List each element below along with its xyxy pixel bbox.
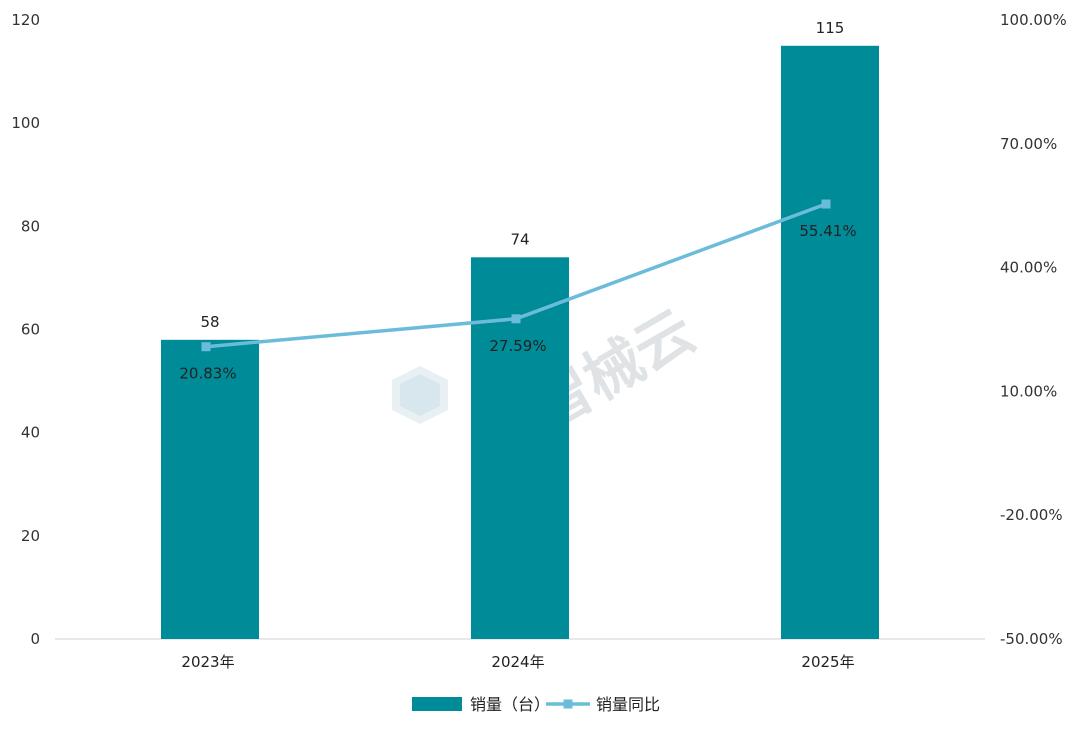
watermark-logo	[392, 366, 448, 424]
left-axis: 0 20 40 60 80 100 120	[11, 11, 40, 648]
bar-value-label: 115	[816, 19, 845, 37]
line-value-label: 20.83%	[179, 365, 236, 383]
right-tick-label: 70.00%	[1000, 135, 1057, 153]
right-axis: -50.00% -20.00% 10.00% 40.00% 70.00% 100.00%	[1000, 11, 1067, 648]
line-marker	[511, 314, 521, 324]
category-label: 2025年	[801, 653, 854, 671]
category-axis: 2023年 2024年 2025年	[181, 653, 854, 671]
line-value-label: 27.59%	[489, 337, 546, 355]
right-tick-label: 100.00%	[1000, 11, 1067, 29]
left-tick-label: 40	[21, 424, 40, 442]
right-tick-label: 40.00%	[1000, 259, 1057, 277]
category-label: 2023年	[181, 653, 234, 671]
right-tick-label: 10.00%	[1000, 382, 1057, 400]
bar-value-label: 74	[510, 230, 529, 248]
left-tick-label: 60	[21, 321, 40, 339]
bar-data-labels: 58 74 115	[200, 19, 844, 331]
bar-series	[161, 45, 879, 639]
bar-value-label: 58	[200, 313, 219, 331]
legend-line-marker	[563, 699, 573, 709]
line-series	[201, 199, 831, 352]
bar	[781, 45, 879, 639]
line-marker	[821, 199, 831, 209]
left-tick-label: 100	[11, 114, 40, 132]
right-tick-label: -20.00%	[1000, 506, 1063, 524]
legend-line-label: 销量同比	[596, 695, 660, 714]
left-tick-label: 20	[21, 527, 40, 545]
left-tick-label: 120	[11, 11, 40, 29]
left-tick-label: 0	[30, 630, 40, 648]
right-tick-label: -50.00%	[1000, 630, 1063, 648]
line-data-labels: 20.83% 27.59% 55.41%	[179, 222, 856, 383]
legend-bar-swatch	[412, 697, 462, 711]
legend: 销量（台） 销量同比	[412, 695, 660, 714]
legend-bar-label: 销量（台）	[470, 695, 550, 714]
bar	[161, 339, 259, 639]
category-label: 2024年	[491, 653, 544, 671]
left-tick-label: 80	[21, 217, 40, 235]
line-value-label: 55.41%	[799, 222, 856, 240]
line-marker	[201, 342, 211, 352]
